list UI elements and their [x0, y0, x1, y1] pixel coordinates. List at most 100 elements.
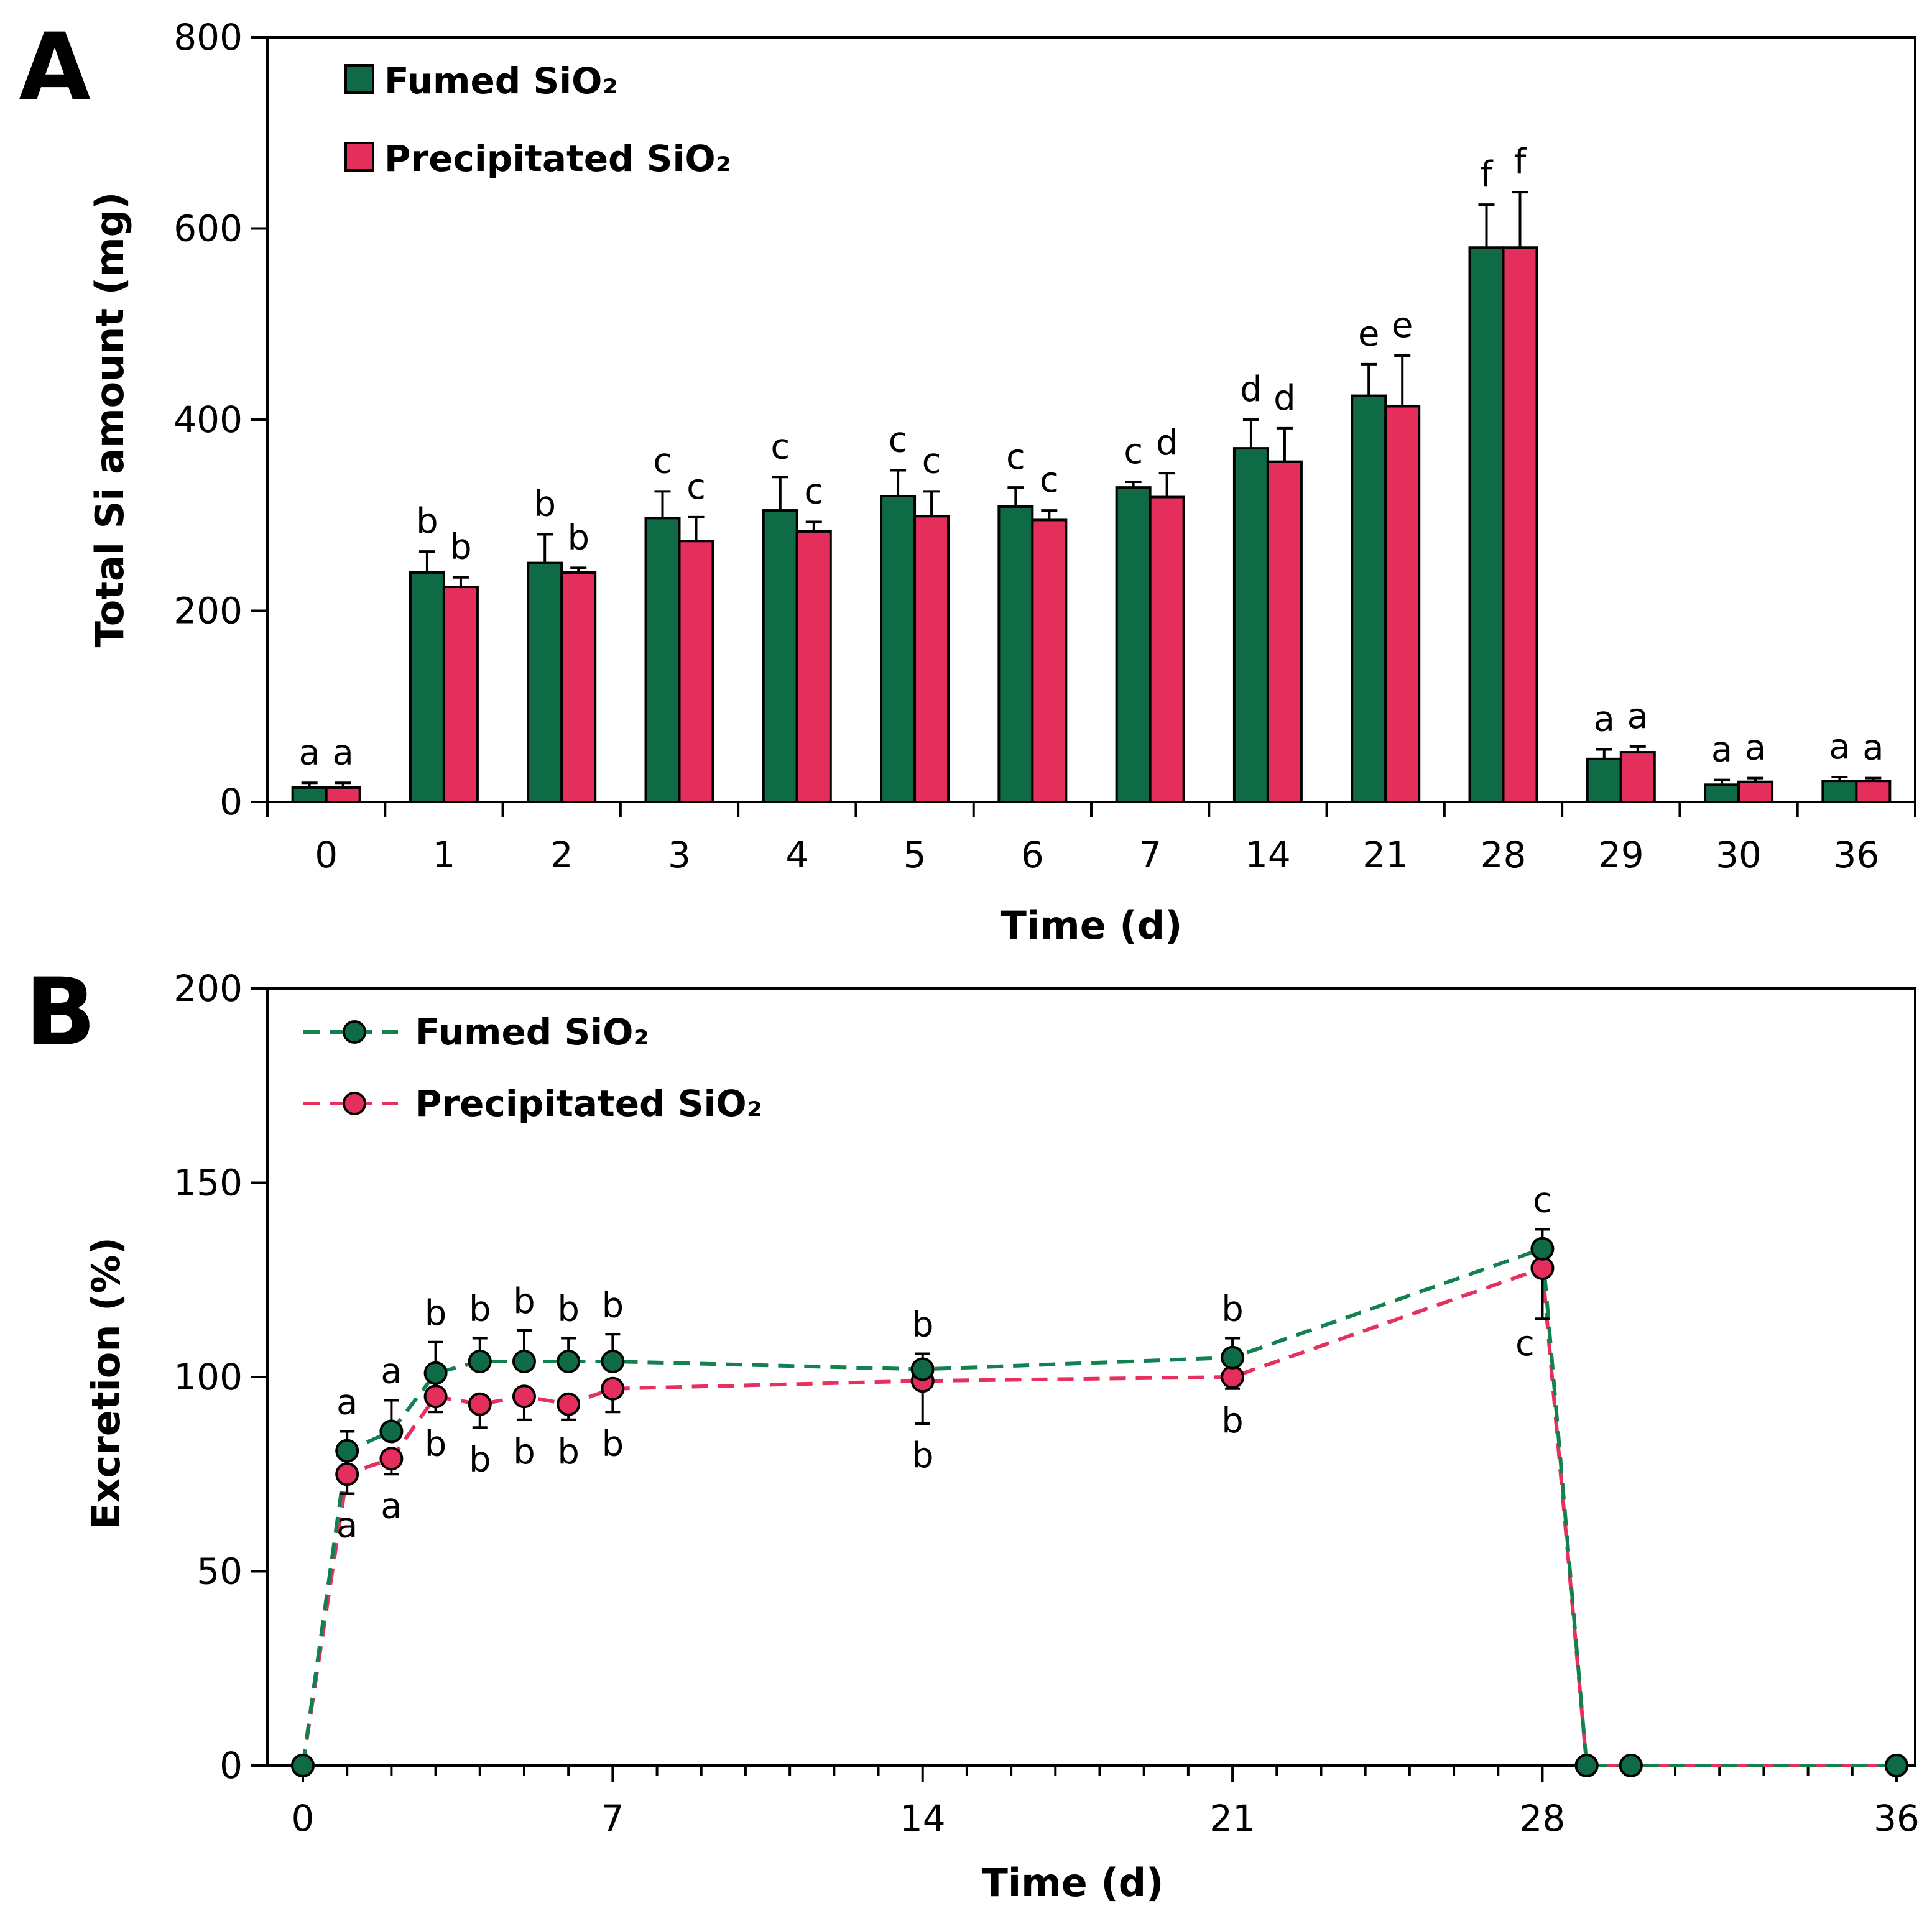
panel-a-x-tick-label: 36: [1833, 834, 1879, 876]
panel-a-bar-precipitated: [1619, 751, 1656, 804]
panel-a-bar-fumed: [409, 571, 445, 803]
panel-a-sig-label: c: [889, 420, 908, 460]
panel-a-bar-fumed: [291, 786, 328, 803]
panel-b-marker-fumed: [1619, 1754, 1643, 1777]
panel-a-sig-label: b: [567, 517, 589, 558]
panel-a-x-tick-label: 3: [668, 834, 691, 876]
panel-b-marker-fumed: [1574, 1754, 1599, 1777]
panel-a-sig-label: d: [1156, 423, 1178, 463]
panel-a-sig-label: c: [653, 441, 672, 481]
panel-a-x-tick-label: 14: [1245, 834, 1291, 876]
panel-a-y-tick-label: 200: [173, 590, 243, 632]
panel-a-x-tick-label: 2: [550, 834, 573, 876]
panel-a-bar-precipitated: [1031, 518, 1068, 803]
panel-b-sig-label: a: [381, 1486, 402, 1526]
panel-b-sig-label: b: [469, 1439, 491, 1480]
panel-letter-b: B: [25, 959, 96, 1067]
panel-a-x-tick-label: 29: [1598, 834, 1644, 876]
panel-b-sig-label: a: [336, 1506, 358, 1546]
panel-b-sig-label: c: [1515, 1324, 1535, 1364]
panel-b-marker-precipitated: [379, 1447, 404, 1471]
panel-a-sig-label: c: [804, 472, 823, 512]
panel-b-series-line-precipitated: [301, 1265, 1897, 1767]
panel-a-sig-label: e: [1358, 314, 1379, 354]
panel-b-x-tick-label: 7: [601, 1797, 624, 1840]
panel-b-x-tick-label: 36: [1874, 1797, 1920, 1840]
panel-a-legend-label-fumed: Fumed SiO₂: [384, 60, 618, 102]
panel-b-y-tick-label: 100: [173, 1356, 243, 1398]
panel-a-bar-precipitated: [560, 571, 597, 803]
panel-a-bar-fumed: [1586, 757, 1622, 803]
panel-a-sig-label: a: [1711, 730, 1732, 770]
panel-a-bar-fumed: [1468, 246, 1505, 803]
panel-a-legend-swatch-precipitated: [344, 142, 374, 172]
panel-a-x-axis-title: Time (d): [1001, 903, 1183, 948]
panel-b-marker-fumed: [379, 1419, 404, 1444]
panel-a-x-tick-label: 5: [904, 834, 927, 876]
panel-a-sig-label: c: [770, 426, 790, 467]
panel-b-marker-precipitated: [512, 1384, 536, 1409]
panel-a-sig-label: a: [1862, 728, 1883, 768]
panel-b-sig-label: b: [557, 1289, 580, 1330]
panel-b-marker-fumed: [557, 1350, 581, 1373]
panel-b-x-axis-title: Time (d): [982, 1860, 1164, 1905]
panel-b-legend-label-precipitated: Precipitated SiO₂: [415, 1082, 762, 1125]
panel-b-y-tick-label: 50: [196, 1550, 243, 1593]
panel-a-bar-fumed: [1115, 486, 1152, 803]
panel-b-sig-label: b: [557, 1432, 580, 1472]
panel-b-legend-marker-precipitated: [343, 1092, 366, 1115]
panel-b-marker-precipitated: [557, 1392, 581, 1416]
panel-b-x-tick-label: 28: [1520, 1797, 1566, 1840]
panel-a-sig-label: a: [1829, 727, 1850, 767]
panel-a-sig-label: a: [298, 732, 320, 773]
panel-a-sig-label: a: [1745, 728, 1766, 768]
panel-a-bar-precipitated: [1502, 246, 1538, 803]
panel-b-sig-label: b: [912, 1435, 934, 1476]
panel-b-x-tick-label: 0: [292, 1797, 315, 1840]
panel-a-bar-fumed: [1232, 447, 1269, 803]
panel-a-bar-fumed: [880, 495, 917, 803]
panel-a-bar-fumed: [762, 509, 798, 803]
panel-b-marker-fumed: [291, 1754, 315, 1777]
panel-b-y-axis-title: Excretion (%): [83, 1237, 129, 1529]
panel-a-sig-label: c: [922, 441, 941, 481]
panel-a-x-tick-label: 1: [432, 834, 455, 876]
panel-a-sig-label: b: [534, 484, 556, 525]
panel-b-marker-precipitated: [1530, 1256, 1555, 1280]
panel-b-sig-label: a: [381, 1352, 402, 1392]
panel-b-marker-precipitated: [1221, 1365, 1245, 1389]
panel-b-sig-label: b: [912, 1305, 934, 1345]
panel-b-sig-label: b: [1221, 1289, 1244, 1330]
panel-b-sig-label: b: [1221, 1401, 1244, 1441]
panel-a-x-tick-label: 30: [1716, 834, 1762, 876]
panel-a-sig-label: f: [1481, 154, 1494, 195]
panel-a-sig-label: f: [1514, 142, 1527, 182]
panel-a-bar-precipitated: [1384, 405, 1421, 803]
panel-a-bar-fumed: [1704, 783, 1740, 803]
panel-b-marker-fumed: [335, 1439, 359, 1463]
panel-a-sig-label: c: [686, 467, 706, 507]
panel-a-y-tick-label: 0: [220, 781, 243, 823]
panel-b-y-tick-label: 0: [220, 1744, 243, 1787]
panel-b-marker-precipitated: [468, 1392, 492, 1416]
panel-a-x-tick-label: 6: [1021, 834, 1044, 876]
panel-a-sig-label: c: [1124, 431, 1143, 472]
panel-a-y-axis-title: Total Si amount (mg): [87, 192, 132, 648]
panel-a-y-tick-label: 800: [173, 16, 243, 58]
panel-a-bar-fumed: [527, 561, 563, 803]
panel-a-bar-precipitated: [1737, 780, 1774, 804]
panel-b-marker-precipitated: [601, 1376, 625, 1401]
panel-b-marker-fumed: [423, 1361, 448, 1385]
panel-b-sig-label: a: [336, 1383, 358, 1423]
panel-b-sig-label: b: [425, 1424, 447, 1464]
panel-b-marker-fumed: [512, 1350, 536, 1373]
panel-b-marker-precipitated: [335, 1462, 359, 1486]
panel-b-marker-precipitated: [423, 1384, 448, 1409]
panel-b-y-tick-label: 150: [173, 1162, 243, 1204]
panel-b-marker-fumed: [601, 1350, 625, 1373]
panel-a-x-tick-label: 7: [1139, 834, 1162, 876]
